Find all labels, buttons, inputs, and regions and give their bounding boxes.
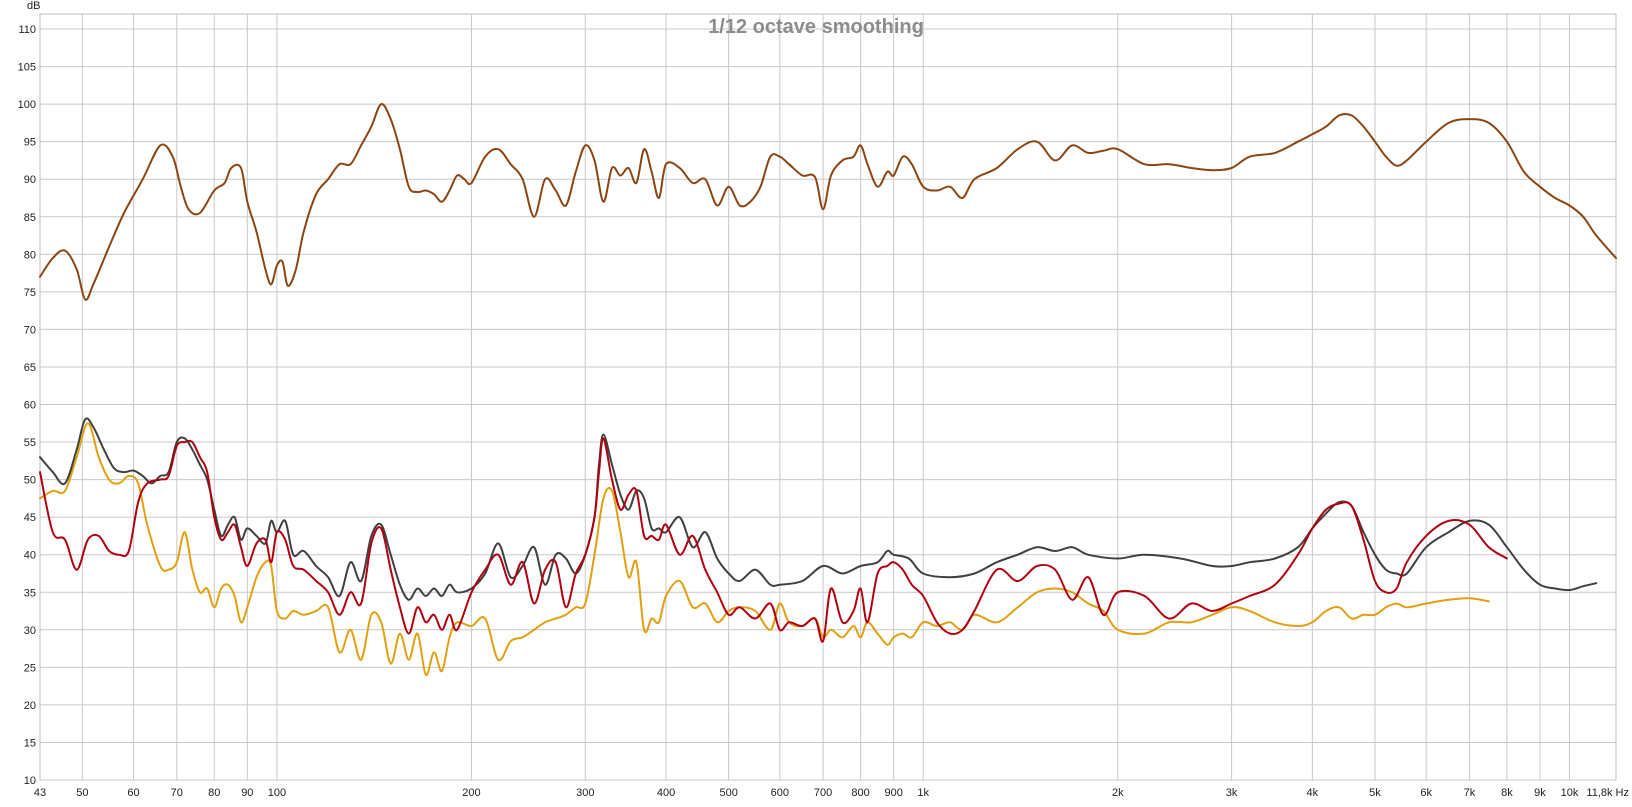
chart-title: 1/12 octave smoothing <box>708 16 924 38</box>
y-tick-label: 25 <box>24 662 36 674</box>
x-tick-label: 8k <box>1501 787 1513 799</box>
series-layer <box>39 103 1617 676</box>
x-tick-label: 9k <box>1534 787 1546 799</box>
x-tick-label: 80 <box>208 787 220 799</box>
y-tick-label: 10 <box>24 775 36 787</box>
x-tick-label: 60 <box>127 787 139 799</box>
x-tick-label: 300 <box>576 787 594 799</box>
y-tick-label: 85 <box>24 212 36 224</box>
x-tick-label: 200 <box>462 787 480 799</box>
series-line-orange <box>39 422 1490 676</box>
y-tick-label: 75 <box>24 287 36 299</box>
y-tick-label: 30 <box>24 625 36 637</box>
x-tick-label: 900 <box>884 787 902 799</box>
series-line-red <box>39 437 1508 643</box>
y-tick-label: 15 <box>24 737 36 749</box>
y-tick-label: 95 <box>24 137 36 149</box>
x-tick-label: 90 <box>241 787 253 799</box>
x-tick-label: 6k <box>1420 787 1432 799</box>
y-tick-label: 45 <box>24 512 36 524</box>
y-tick-label: 35 <box>24 587 36 599</box>
grid-layer <box>40 14 1616 781</box>
y-tick-label: 40 <box>24 550 36 562</box>
x-tick-label: 7k <box>1464 787 1476 799</box>
y-tick-label: 100 <box>18 99 36 111</box>
y-tick-label: 80 <box>24 249 36 261</box>
x-tick-label: 5k <box>1369 787 1381 799</box>
y-tick-label: 50 <box>24 475 36 487</box>
y-tick-label: 105 <box>18 62 36 74</box>
y-tick-label: 55 <box>24 437 36 449</box>
series-line-gray <box>39 417 1598 601</box>
tick-layer: 10 15 20 25 30 35 40 45 50 55 60 65 70 75 80 85 90 95 100 1… <box>18 24 1629 799</box>
x-tick-label: 2k <box>1112 787 1124 799</box>
x-tick-label: 11,8k Hz <box>1586 787 1629 799</box>
x-tick-label: 700 <box>814 787 832 799</box>
x-tick-label: 50 <box>76 787 88 799</box>
x-tick-label: 4k <box>1307 787 1319 799</box>
x-tick-label: 600 <box>771 787 789 799</box>
x-tick-label: 43 <box>34 787 46 799</box>
x-tick-label: 10k <box>1561 787 1579 799</box>
x-tick-label: 500 <box>719 787 737 799</box>
x-tick-label: 400 <box>657 787 675 799</box>
y-tick-label: 60 <box>24 400 36 412</box>
x-tick-label: 70 <box>171 787 183 799</box>
y-tick-label: 20 <box>24 700 36 712</box>
x-tick-label: 100 <box>268 787 286 799</box>
y-axis-unit-label: dB <box>27 0 40 12</box>
x-tick-label: 1k <box>917 787 929 799</box>
y-tick-label: 70 <box>24 324 36 336</box>
x-tick-label: 800 <box>851 787 869 799</box>
y-tick-label: 110 <box>18 24 36 36</box>
series-line-top <box>39 103 1617 301</box>
x-tick-label: 3k <box>1226 787 1238 799</box>
y-tick-label: 90 <box>24 174 36 186</box>
y-tick-label: 65 <box>24 362 36 374</box>
